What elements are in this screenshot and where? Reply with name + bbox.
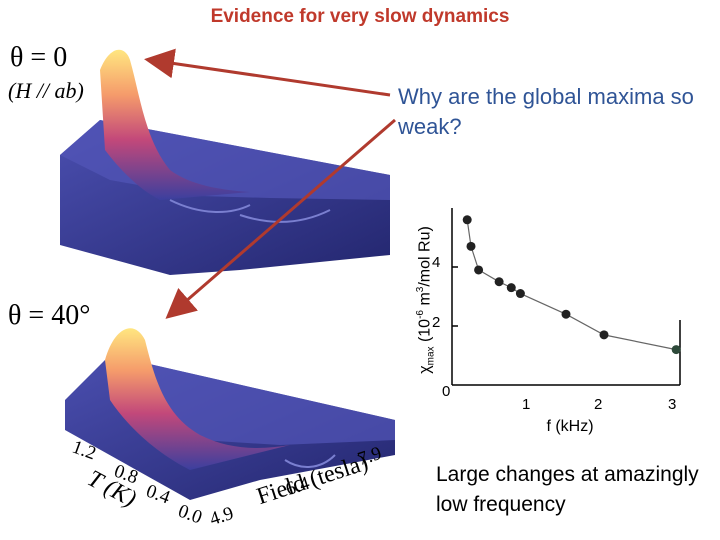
surface-plot-theta-0 — [60, 49, 390, 275]
data-point — [466, 241, 476, 251]
data-point — [599, 330, 609, 340]
arrow-to-top-peak — [144, 48, 391, 97]
chi-max-chart — [451, 208, 681, 386]
data-point — [474, 265, 484, 275]
data-point — [506, 283, 516, 293]
theta-zero-label: θ = 0 — [10, 42, 68, 73]
x-tick-label: 2 — [594, 396, 603, 413]
surface-plot-theta-40 — [65, 328, 395, 500]
x-axis-label: f (kHz) — [546, 418, 594, 435]
bottom-note: Large changes at amazingly low frequency — [436, 463, 699, 516]
x-tick-label: 3 — [668, 396, 677, 413]
data-point — [515, 289, 525, 299]
y-tick-label: 2 — [432, 314, 441, 331]
data-point — [462, 215, 472, 225]
question-text: Why are the global maxima so weak? — [398, 84, 694, 139]
data-point — [494, 277, 504, 287]
y-axis-label: χmax (10-6 m3/mol Ru) — [415, 226, 437, 374]
data-point — [561, 309, 571, 319]
y-tick-label: 4 — [432, 254, 441, 271]
theta-forty-label: θ = 40° — [8, 300, 91, 331]
x-tick-label: 1 — [522, 396, 531, 413]
slide-title: Evidence for very slow dynamics — [210, 6, 510, 27]
arrow-to-bottom-peak — [165, 118, 396, 319]
field-orientation-label: (H // ab) — [8, 78, 84, 103]
data-point — [671, 345, 681, 355]
x-tick-label: 0 — [442, 383, 451, 400]
